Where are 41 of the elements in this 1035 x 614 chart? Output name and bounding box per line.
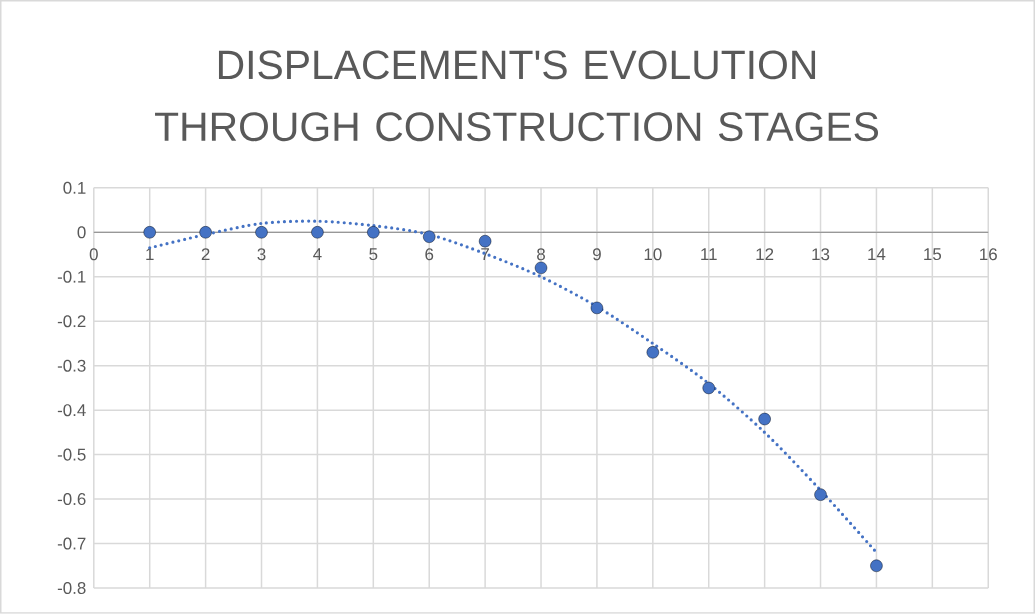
point xyxy=(367,226,380,239)
x-tick-label: 9 xyxy=(593,248,601,261)
point xyxy=(702,381,715,395)
x-tick-label: 13 xyxy=(812,248,830,261)
y-tick-label: -0.3 xyxy=(57,359,86,372)
x-tick-label: 7 xyxy=(481,248,489,261)
x-tick-label: 0 xyxy=(89,248,98,261)
point xyxy=(143,226,156,239)
x-tick-label: 5 xyxy=(369,248,378,261)
y-tick-label: -0.6 xyxy=(57,493,86,506)
y-tick-label: -0.8 xyxy=(57,582,86,595)
point xyxy=(478,235,492,248)
y-tick-label: -0.5 xyxy=(57,448,86,461)
point xyxy=(534,261,548,275)
point xyxy=(814,488,827,501)
point xyxy=(870,559,883,573)
x-tick-label: 3 xyxy=(257,248,266,261)
x-tick-label: 16 xyxy=(980,248,997,261)
x-tick-label: 2 xyxy=(201,248,210,261)
y-tick-label: 0.1 xyxy=(63,181,86,194)
x-tick-label: 14 xyxy=(868,248,886,261)
point xyxy=(423,230,436,244)
x-tick-label: 12 xyxy=(756,248,774,261)
x-tick-label: 10 xyxy=(644,248,662,261)
y-tick-label: -0.4 xyxy=(57,404,86,417)
y-tick-label: -0.1 xyxy=(57,270,86,283)
point xyxy=(311,226,324,239)
chart-title: DISPLACEMENT'S EVOLUTION THROUGH CONSTRUCTION STAGES xyxy=(155,50,879,142)
point xyxy=(255,226,268,239)
point xyxy=(199,226,212,239)
y-tick-label: -0.7 xyxy=(57,537,86,550)
x-tick-label: 6 xyxy=(425,248,434,261)
x-tick-label: 11 xyxy=(701,248,717,261)
point xyxy=(646,346,660,359)
point xyxy=(590,301,604,315)
point xyxy=(758,412,771,426)
y-tick-label: 0 xyxy=(77,226,86,239)
x-tick-label: 15 xyxy=(924,248,942,261)
x-tick-label: 4 xyxy=(313,248,322,261)
x-tick-label: 8 xyxy=(537,248,545,261)
y-tick-label: -0.2 xyxy=(57,315,86,328)
